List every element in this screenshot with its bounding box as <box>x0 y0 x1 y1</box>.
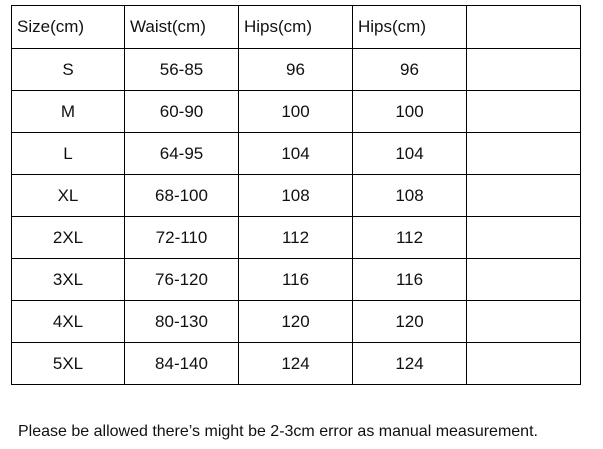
empty-cell <box>466 5 581 49</box>
table-cell: 2XL <box>11 216 125 259</box>
table-cell: 104 <box>352 132 467 175</box>
header-cell: Hips(cm) <box>352 5 467 49</box>
table-cell: L <box>11 132 125 175</box>
table-cell: 120 <box>238 300 353 343</box>
header-cell: Waist(cm) <box>124 5 239 49</box>
table-cell: 64-95 <box>124 132 239 175</box>
table-cell: 100 <box>352 90 467 133</box>
table-row: M 60-90 100 100 <box>11 90 581 133</box>
table-cell: S <box>11 48 125 91</box>
empty-cell <box>466 258 581 301</box>
table-cell: 108 <box>238 174 353 217</box>
empty-cell <box>466 90 581 133</box>
table-cell: 100 <box>238 90 353 133</box>
table-cell: 76-120 <box>124 258 239 301</box>
table-cell: XL <box>11 174 125 217</box>
table-row: 3XL 76-120 116 116 <box>11 258 581 301</box>
table-cell: 68-100 <box>124 174 239 217</box>
size-table: Size(cm) Waist(cm) Hips(cm) Hips(cm) S 56-85 9… <box>11 5 581 385</box>
table-cell: 124 <box>238 342 353 385</box>
table-row: 4XL 80-130 120 120 <box>11 300 581 343</box>
header-cell: Size(cm) <box>11 5 125 49</box>
table-cell: 112 <box>238 216 353 259</box>
table-cell: 96 <box>238 48 353 91</box>
empty-cell <box>466 174 581 217</box>
table-cell: 108 <box>352 174 467 217</box>
table-cell: 116 <box>352 258 467 301</box>
empty-cell <box>466 48 581 91</box>
table-cell: 104 <box>238 132 353 175</box>
table-cell: 60-90 <box>124 90 239 133</box>
table-cell: M <box>11 90 125 133</box>
table-cell: 116 <box>238 258 353 301</box>
header-row: Size(cm) Waist(cm) Hips(cm) Hips(cm) <box>11 5 581 49</box>
header-cell: Hips(cm) <box>238 5 353 49</box>
table-cell: 5XL <box>11 342 125 385</box>
table-row: XL 68-100 108 108 <box>11 174 581 217</box>
table-cell: 72-110 <box>124 216 239 259</box>
table-cell: 3XL <box>11 258 125 301</box>
table-cell: 120 <box>352 300 467 343</box>
table-cell: 4XL <box>11 300 125 343</box>
table-cell: 56-85 <box>124 48 239 91</box>
empty-cell <box>466 300 581 343</box>
empty-cell <box>466 342 581 385</box>
table-row: 2XL 72-110 112 112 <box>11 216 581 259</box>
table-cell: 112 <box>352 216 467 259</box>
empty-cell <box>466 132 581 175</box>
note: Please be allowed there’s might be 2-3cm… <box>18 423 538 440</box>
table-body: Size(cm) Waist(cm) Hips(cm) Hips(cm) S 56-85 9… <box>11 5 581 385</box>
table-row: 5XL 84-140 124 124 <box>11 342 581 385</box>
table-row: S 56-85 96 96 <box>11 48 581 91</box>
table-cell: 84-140 <box>124 342 239 385</box>
table-cell: 96 <box>352 48 467 91</box>
table-row: L 64-95 104 104 <box>11 132 581 175</box>
empty-cell <box>466 216 581 259</box>
table-cell: 80-130 <box>124 300 239 343</box>
table-cell: 124 <box>352 342 467 385</box>
